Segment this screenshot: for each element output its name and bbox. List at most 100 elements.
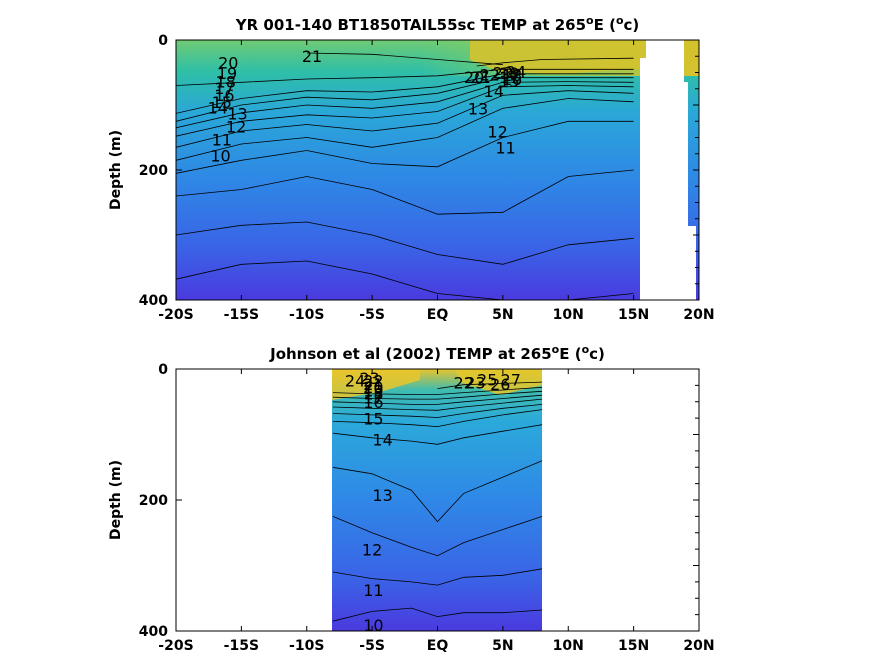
bottom-contour-12 [332, 516, 543, 557]
top-x-tick-label: -15S [224, 307, 259, 323]
top-contour-18 [176, 77, 634, 122]
top-contour-10 [176, 260, 634, 300]
bottom-contour-11 [332, 568, 543, 586]
top-x-tick-label: 10N [553, 307, 584, 323]
bottom-y-tick-label: 200 [139, 493, 168, 509]
top-missing-data-3 [684, 82, 688, 300]
top-contour-label: 19 [499, 64, 519, 83]
top-contours [176, 52, 634, 300]
top-x-ticks: -20S -15S -10S -5S EQ 5N 10N 15N 20N [158, 40, 715, 323]
bottom-contour-label: 17 [363, 389, 383, 408]
top-contour-label: 21 [302, 47, 322, 66]
bottom-contour-18 [332, 394, 543, 405]
top-contour-label: 15 [212, 93, 232, 112]
top-x-tick-label: -20S [158, 307, 193, 323]
top-contour-label: 10 [210, 147, 230, 166]
bottom-contour-10 [332, 607, 543, 622]
top-contour-label: 16 [214, 86, 234, 105]
top-y-tick-label: 200 [139, 163, 168, 179]
bottom-contour-20 [332, 386, 543, 395]
bottom-contour-14 [332, 424, 543, 445]
bottom-contour-label: 26 [490, 375, 510, 394]
top-missing-data-4 [688, 226, 696, 300]
bottom-contour-label: 15 [363, 410, 383, 429]
bottom-contour-label: 23 [465, 374, 485, 393]
bottom-title-sup1: o [552, 343, 560, 356]
bottom-contour-label: 10 [363, 616, 383, 635]
bottom-contour-label: 22 [363, 372, 383, 391]
bottom-contour-label: 18 [363, 385, 383, 404]
bottom-contour-label: 20 [363, 378, 383, 397]
bottom-title-suffix: c) [589, 345, 605, 363]
top-contour-label: 16 [502, 70, 522, 89]
top-contour-label: 20 [218, 54, 238, 73]
top-panel: YR 001-140 BT1850TAIL55sc TEMP at 265oE … [108, 14, 715, 324]
top-contour-label: 14 [208, 98, 228, 117]
top-contour-label: 11 [495, 139, 515, 158]
top-contour-20 [176, 68, 634, 86]
bottom-x-tick-label: EQ [427, 638, 449, 654]
bottom-contour-label: 22 [454, 374, 474, 393]
bottom-contour-label: 16 [363, 393, 383, 412]
top-contour-label: 19 [217, 64, 237, 83]
bottom-x-ticks: -20S -15S -10S -5S EQ 5N 10N 15N 20N [158, 369, 715, 654]
bottom-x-tick-label: -10S [289, 638, 324, 654]
top-contour-12 [176, 169, 634, 215]
bottom-contour-label: 21 [363, 375, 383, 394]
bottom-contours [332, 381, 543, 622]
top-field-fill [176, 40, 699, 300]
top-contour-label: 13 [468, 100, 488, 119]
top-contour-label: 18 [216, 72, 236, 91]
top-contour-label: 23 [493, 63, 513, 82]
top-contour-17 [176, 81, 634, 129]
bottom-x-tick-label: 15N [618, 638, 649, 654]
bottom-contour-label: 23 [359, 369, 379, 388]
top-x-tick-label: -10S [289, 307, 324, 323]
top-contour-11 [176, 221, 634, 265]
bottom-y-axis-label: Depth (m) [108, 460, 124, 540]
bottom-title-sup2: o [582, 343, 590, 356]
bottom-contour-label: 19 [363, 381, 383, 400]
top-contour-label: 12 [487, 122, 507, 141]
bottom-title-prefix: Johnson et al (2002) TEMP at 265 [269, 345, 552, 363]
bottom-x-tick-label: 5N [492, 638, 513, 654]
top-contour-label: 11 [212, 130, 232, 149]
top-contour-21 [306, 52, 503, 66]
bottom-x-tick-label: 20N [683, 638, 714, 654]
top-title-mid: E ( [594, 16, 616, 34]
bottom-contour-label: 27 [501, 370, 521, 389]
bottom-contour-label: 25 [477, 370, 497, 389]
bottom-warm-west [332, 369, 420, 400]
bottom-y-tick-label: 400 [139, 624, 168, 640]
bottom-x-tick-label: -15S [224, 638, 259, 654]
top-contour-label: 12 [226, 117, 246, 136]
bottom-contour-label: 12 [362, 541, 382, 560]
top-x-tick-label: 5N [492, 307, 513, 323]
top-contour-label: 20 [464, 68, 484, 87]
bottom-x-tick-label: 10N [553, 638, 584, 654]
bottom-contour-22 [437, 381, 543, 389]
top-contour-14 [176, 98, 634, 161]
bottom-contour-19 [332, 390, 543, 400]
top-contour-label: 13 [227, 104, 247, 123]
top-panel-title: YR 001-140 BT1850TAIL55sc TEMP at 265oE … [235, 14, 640, 35]
top-x-tick-label: -5S [359, 307, 385, 323]
bottom-x-tick-label: -5S [359, 638, 385, 654]
top-contour-22 [476, 57, 634, 67]
top-contour-19 [176, 73, 634, 114]
top-contour-label: 15 [499, 72, 519, 91]
top-missing-data-2 [646, 40, 684, 58]
top-contour-15 [176, 90, 634, 148]
bottom-contour-17 [332, 398, 543, 411]
bottom-y-tick-label: 0 [158, 362, 168, 378]
top-y-tick-label: 0 [158, 33, 168, 49]
top-contour-label: 17 [499, 68, 519, 87]
bottom-x-tick-label: -20S [158, 638, 193, 654]
bottom-contour-label: 24 [345, 372, 365, 391]
top-x-tick-label: 15N [618, 307, 649, 323]
bottom-contour-16 [332, 404, 543, 418]
